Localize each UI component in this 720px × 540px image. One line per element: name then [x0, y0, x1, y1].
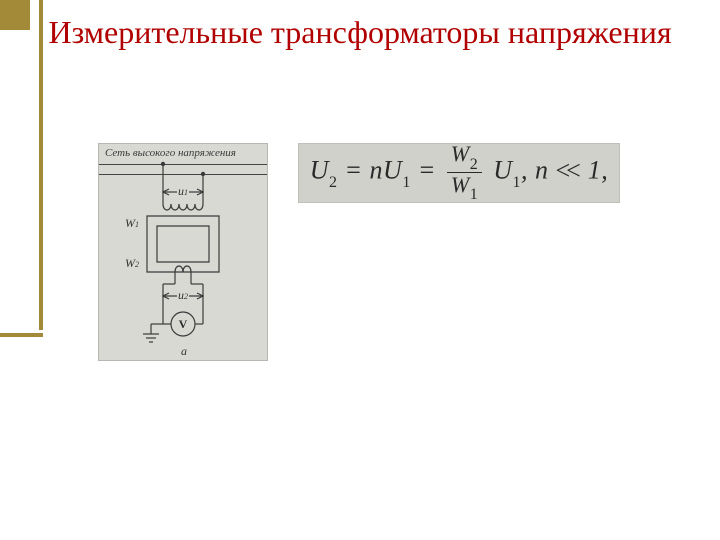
figure-label: a — [181, 344, 187, 359]
label-u1: u1 — [178, 184, 188, 199]
label-w2: W2 — [125, 256, 139, 271]
formula-box: U2 = nU1 = W2 W1 U1, n << 1, — [298, 143, 620, 203]
slide-title: Измерительные трансформаторы напряжения — [0, 14, 720, 51]
transformer-diagram: Сеть высокого напряжения — [98, 143, 268, 361]
label-w1: W1 — [125, 216, 139, 231]
accent-horizontal-bar — [0, 333, 43, 337]
voltmeter-label: V — [179, 317, 188, 331]
transformer-svg: V — [99, 144, 267, 360]
formula-content: U2 = nU1 = W2 W1 U1, n << 1, — [310, 143, 609, 202]
label-u2: u2 — [178, 288, 188, 303]
